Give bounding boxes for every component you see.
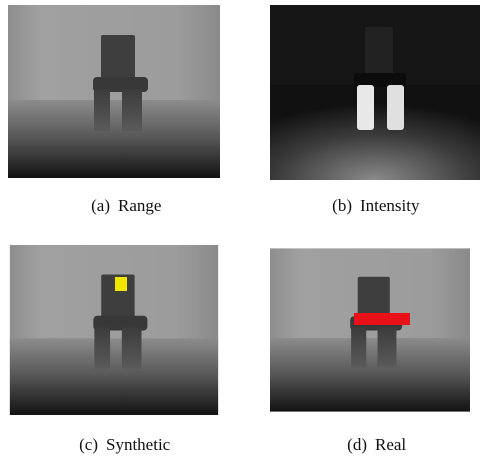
synthetic-marker — [115, 277, 127, 291]
caption-text: Range — [118, 196, 161, 215]
caption: (a) Range — [91, 196, 161, 215]
real-image — [270, 248, 470, 411]
caption-text: Synthetic — [106, 435, 171, 454]
caption: (b) Intensity — [332, 196, 420, 215]
caption: (d) Real — [347, 435, 406, 454]
range-image — [8, 5, 220, 178]
caption-label: (b) — [332, 196, 352, 215]
intensity-image — [270, 5, 480, 180]
caption-label: (d) — [347, 435, 367, 454]
figure: (a) Range (b) Intensity (c) Synthetic (d… — [0, 0, 480, 456]
synthetic-image — [10, 245, 218, 415]
caption-label: (a) — [91, 196, 110, 215]
real-marker — [354, 313, 410, 325]
caption-label: (c) — [79, 435, 98, 454]
caption-text: Intensity — [360, 196, 420, 215]
caption: (c) Synthetic — [79, 435, 171, 454]
caption-text: Real — [375, 435, 406, 454]
